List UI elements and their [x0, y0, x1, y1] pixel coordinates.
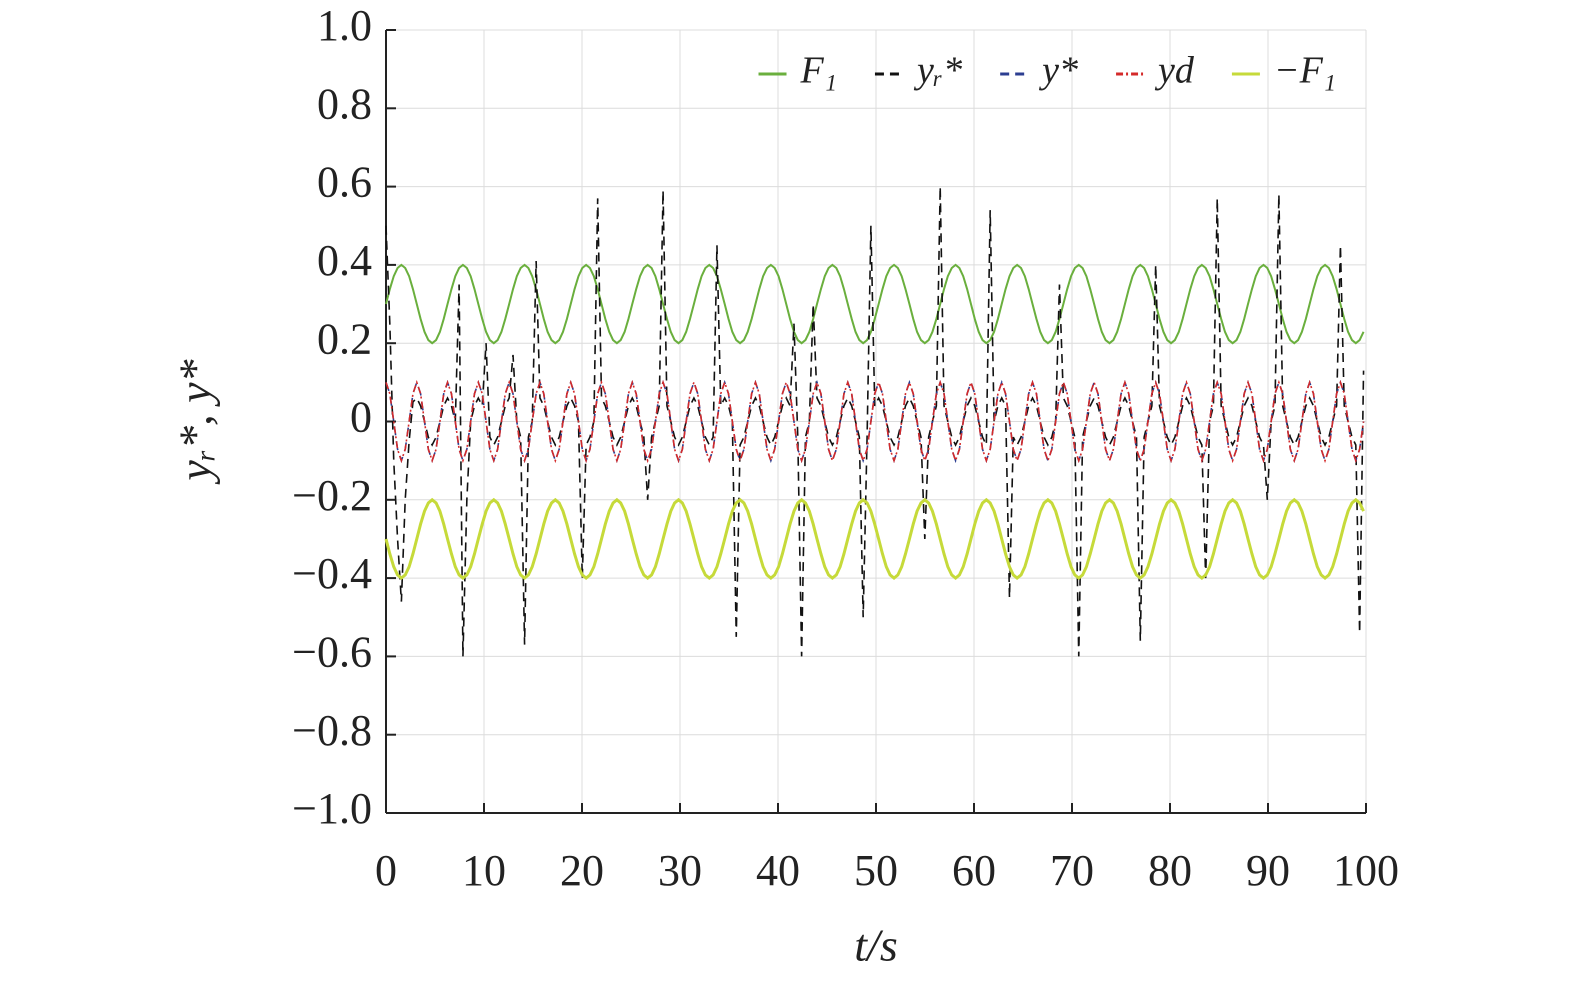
legend-label: yd [1154, 50, 1195, 92]
legend-label: F₁ [800, 50, 837, 92]
y-tick-label: −0.8 [292, 706, 372, 755]
x-axis-label: t/s [854, 920, 897, 971]
y-tick-label: −1.0 [292, 784, 372, 833]
x-tick-label: 80 [1148, 846, 1192, 895]
y-tick-label: 0.4 [317, 236, 372, 285]
x-tick-label: 90 [1246, 846, 1290, 895]
x-tick-label: 0 [375, 846, 397, 895]
y-tick-label: −0.2 [292, 471, 372, 520]
y-tick-label: −0.4 [292, 549, 372, 598]
y-tick-label: 1.0 [317, 1, 372, 50]
x-tick-label: 40 [756, 846, 800, 895]
legend-label: yᵣ* [913, 50, 962, 92]
legend: F₁ yᵣ* y* yd −F₁ [758, 50, 1336, 92]
x-tick-label: 60 [952, 846, 996, 895]
y-tick-label: 0.6 [317, 158, 372, 207]
legend-label: −F₁ [1274, 50, 1336, 92]
x-tick-label: 50 [854, 846, 898, 895]
x-tick-label: 30 [658, 846, 702, 895]
x-tick-label: 10 [462, 846, 506, 895]
y-axis-label: yᵣ*, y* [170, 359, 221, 484]
series-line [384, 497, 1365, 581]
y-tick-label: 0 [350, 393, 372, 442]
x-tick-label: 100 [1333, 846, 1399, 895]
series-line [385, 263, 1365, 345]
legend-label: y* [1038, 50, 1078, 92]
y-tick-label: −0.6 [292, 627, 372, 676]
y-tick-label: 0.2 [317, 314, 372, 363]
series-line [385, 379, 1365, 464]
x-tick-label: 20 [560, 846, 604, 895]
y-tick-label: 0.8 [317, 79, 372, 128]
x-tick-label: 70 [1050, 846, 1094, 895]
